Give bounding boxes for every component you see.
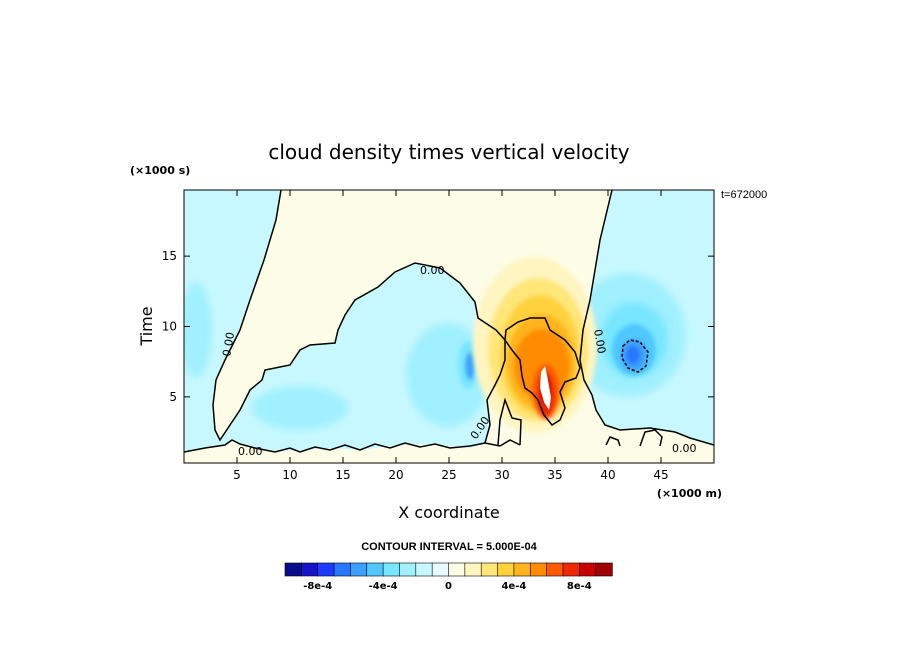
zero-label-bottom-left: 0.00 xyxy=(238,445,263,458)
colorbar-tick-label: -8e-4 xyxy=(303,581,332,592)
colorbar-swatch xyxy=(301,562,319,577)
colorbar: -8e-4 -4e-4 0 4e-4 8e-4 xyxy=(284,562,613,592)
colorbar-swatch xyxy=(595,562,613,577)
colorbar-swatch xyxy=(284,562,303,577)
x-tick-label: 45 xyxy=(653,468,668,482)
colorbar-swatch xyxy=(366,562,384,577)
colorbar-tick-label: -4e-4 xyxy=(369,581,398,592)
colorbar-swatch xyxy=(399,562,417,577)
colorbar-swatch xyxy=(513,562,531,577)
x-tick-label: 40 xyxy=(600,468,615,482)
colorbar-swatch xyxy=(578,562,597,577)
colorbar-swatch xyxy=(350,562,368,577)
zero-contour-bump xyxy=(605,429,663,447)
x-unit-label: (×1000 m) xyxy=(657,487,722,500)
zero-contour-bottom xyxy=(184,439,521,453)
colorbar-tick-label: 4e-4 xyxy=(501,581,526,592)
chart-title: cloud density times vertical velocity xyxy=(268,140,629,164)
colorbar-swatch xyxy=(562,562,581,577)
x-tick-label: 15 xyxy=(335,468,350,482)
y-tick-label: 5 xyxy=(169,390,177,404)
positive-shading xyxy=(473,257,597,433)
zero-contour-right xyxy=(579,190,714,446)
colorbar-swatch xyxy=(431,562,450,577)
colorbar-swatch xyxy=(464,562,482,577)
zero-label-upper: 0.00 xyxy=(420,264,445,277)
x-tick-label: 5 xyxy=(233,468,241,482)
colorbar-swatch xyxy=(497,562,515,577)
updraft-core-gap xyxy=(540,366,551,410)
zero-label-left: 0.00 xyxy=(220,331,237,357)
x-tick-label: 10 xyxy=(282,468,297,482)
x-tick-label: 30 xyxy=(494,468,509,482)
colorbar-swatch xyxy=(317,562,335,577)
x-axis-label: X coordinate xyxy=(398,503,499,522)
x-tick-label: 20 xyxy=(388,468,403,482)
downdraft-cores xyxy=(458,324,656,389)
colorbar-swatch xyxy=(529,562,548,577)
time-stamp: t=672000 xyxy=(721,189,767,201)
colorbar-swatch xyxy=(546,562,564,577)
y-axis-label: Time xyxy=(137,306,156,346)
y-axis-ticks: 5 10 15 xyxy=(162,249,714,404)
colorbar-tick-label: 0 xyxy=(445,581,452,592)
zero-contour-notch xyxy=(497,397,522,446)
colorbar-swatch xyxy=(333,562,352,577)
x-tick-label: 25 xyxy=(441,468,456,482)
x-tick-label: 35 xyxy=(547,468,562,482)
zero-contours xyxy=(184,190,714,453)
y-unit-label: (×1000 s) xyxy=(130,164,190,177)
colorbar-swatch xyxy=(448,562,466,577)
colorbar-swatch xyxy=(480,562,499,577)
y-tick-label: 10 xyxy=(162,320,177,334)
contour-labels: 0.00 0.00 0.00 0.00 0.00 0.00 xyxy=(220,264,696,458)
colorbar-swatch xyxy=(415,562,433,577)
colorbar-swatch xyxy=(382,562,401,577)
zero-label-right: 0.00 xyxy=(591,328,608,354)
x-axis-ticks: 5 10 15 20 25 30 35 40 45 xyxy=(233,190,669,482)
y-tick-label: 15 xyxy=(162,249,177,263)
zero-label-bottom-right: 0.00 xyxy=(672,442,697,455)
negative-contour xyxy=(621,339,649,373)
colorbar-tick-label: 8e-4 xyxy=(567,581,592,592)
contour-interval: CONTOUR INTERVAL = 5.000E-04 xyxy=(361,541,537,553)
positive-contour xyxy=(504,317,581,426)
plot-area xyxy=(184,190,714,463)
